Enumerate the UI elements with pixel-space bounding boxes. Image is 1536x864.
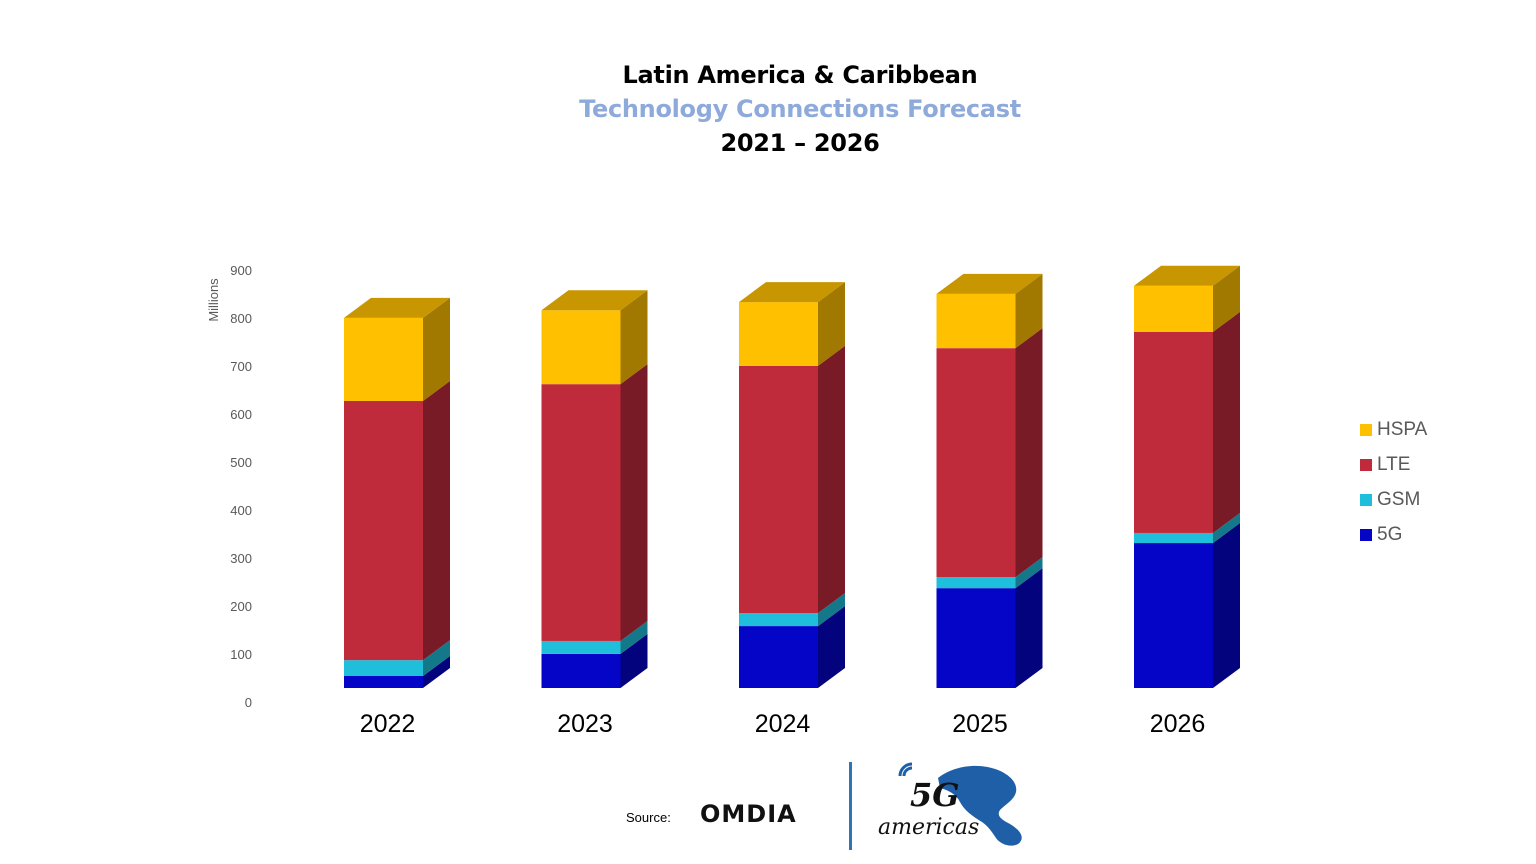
chart-title-subject: Technology Connections Forecast — [579, 95, 1021, 123]
legend-item-5g: 5G — [1360, 517, 1427, 552]
bar-side-5G — [620, 633, 648, 688]
bar-top-HSPA — [1134, 265, 1240, 286]
logo-5g-text: 5G — [910, 776, 960, 814]
legend-label: HSPA — [1377, 418, 1428, 440]
bar-segment-GSM — [541, 640, 621, 654]
y-tick-label: 100 — [230, 647, 252, 662]
bar-side-LTE — [423, 380, 450, 661]
bar-stack-2023 — [541, 290, 648, 688]
legend-label: 5G — [1377, 523, 1403, 545]
y-axis-label: Millions — [206, 278, 221, 322]
bar-side-LTE — [620, 364, 648, 641]
legend-item-hspa: HSPA — [1360, 412, 1427, 447]
legend-swatch — [1360, 423, 1372, 436]
legend-item-gsm: GSM — [1360, 482, 1427, 517]
x-axis: 2022 2023 2024 2025 2026 — [360, 710, 1206, 738]
x-tick-label: 2024 — [755, 710, 811, 738]
bar-side-LTE — [1213, 311, 1240, 533]
bar-side-GSM — [1213, 512, 1240, 544]
bar-segment-HSPA — [541, 310, 621, 385]
bar-segment-LTE — [936, 348, 1016, 578]
y-tick-label: 700 — [230, 359, 252, 374]
bar-stack-2026 — [1134, 265, 1240, 688]
bar-segment-GSM — [1134, 532, 1213, 544]
bar-segment-GSM — [936, 577, 1016, 589]
y-tick-label: 600 — [230, 407, 252, 422]
bar-side-HSPA — [423, 297, 450, 401]
bar-segment-HSPA — [1134, 285, 1213, 332]
bar-segment-LTE — [739, 365, 818, 614]
bar-segment-5G — [541, 653, 621, 688]
bar-segment-HSPA — [936, 293, 1016, 349]
legend-swatch — [1360, 493, 1372, 506]
bars — [344, 265, 1240, 688]
bar-segment-HSPA — [344, 317, 423, 401]
logo-americas-text: americas — [878, 815, 979, 840]
legend-swatch — [1360, 528, 1372, 541]
y-tick-label: 200 — [230, 599, 252, 614]
bar-side-LTE — [1015, 328, 1043, 578]
y-tick-label: 400 — [230, 503, 252, 518]
bar-segment-5G — [344, 676, 423, 688]
bar-segment-HSPA — [739, 302, 818, 366]
chart-title-region: Latin America & Caribbean — [622, 61, 978, 89]
x-tick-label: 2022 — [360, 710, 416, 738]
y-tick-label: 900 — [230, 263, 252, 278]
bar-side-LTE — [818, 345, 845, 614]
bar-segment-LTE — [344, 400, 423, 661]
bar-top-HSPA — [739, 282, 845, 303]
bar-segment-LTE — [1134, 331, 1213, 533]
source-label: Source: — [626, 810, 671, 825]
bar-side-5G — [1213, 523, 1240, 688]
legend-label: GSM — [1377, 488, 1421, 510]
bar-stack-2022 — [344, 297, 450, 688]
legend-item-lte: LTE — [1360, 447, 1427, 482]
bar-side-GSM — [423, 640, 450, 676]
x-tick-label: 2025 — [952, 710, 1008, 738]
bar-segment-GSM — [739, 613, 818, 627]
footer-divider — [849, 762, 852, 850]
bar-side-HSPA — [1213, 265, 1240, 332]
y-axis: 0 100 200 300 400 500 600 700 800 900 — [230, 263, 252, 710]
x-tick-label: 2026 — [1150, 710, 1206, 738]
5g-americas-logo: 5G americas — [878, 762, 1022, 846]
y-tick-label: 300 — [230, 551, 252, 566]
bar-segment-LTE — [541, 384, 621, 641]
bar-top-HSPA — [936, 273, 1043, 294]
americas-map-icon — [938, 765, 1022, 846]
bar-side-5G — [818, 606, 845, 688]
y-tick-label: 500 — [230, 455, 252, 470]
bar-segment-5G — [739, 626, 818, 688]
y-tick-label: 0 — [245, 695, 252, 710]
bar-side-GSM — [1015, 557, 1043, 589]
legend-swatch — [1360, 458, 1372, 471]
omdia-logo: OMDIA — [700, 800, 797, 828]
bar-top-HSPA — [344, 297, 450, 318]
bar-top-HSPA — [541, 290, 648, 311]
bar-side-HSPA — [818, 282, 845, 366]
bar-side-HSPA — [620, 290, 648, 385]
bar-segment-GSM — [344, 660, 423, 676]
bar-side-HSPA — [1015, 273, 1043, 349]
bar-side-5G — [1015, 568, 1043, 688]
bar-segment-5G — [936, 588, 1016, 688]
bar-side-GSM — [818, 593, 845, 627]
x-tick-label: 2023 — [557, 710, 613, 738]
legend-label: LTE — [1377, 453, 1411, 475]
chart-title-years: 2021 – 2026 — [720, 129, 880, 157]
bar-stack-2025 — [936, 273, 1043, 688]
y-tick-label: 800 — [230, 311, 252, 326]
chart-title-block: Latin America & Caribbean Technology Con… — [0, 58, 1536, 160]
bar-side-GSM — [620, 620, 648, 654]
bar-segment-5G — [1134, 543, 1213, 688]
legend: HSPA LTE GSM 5G — [1360, 412, 1427, 552]
bar-stack-2024 — [739, 282, 845, 688]
bar-side-5G — [423, 656, 450, 688]
wifi-signal-icon — [898, 762, 913, 777]
